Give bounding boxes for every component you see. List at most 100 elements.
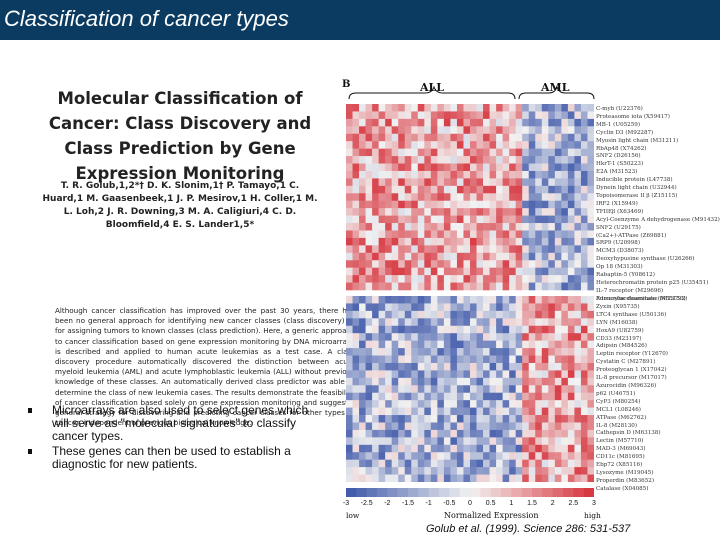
heatmap-cell <box>463 260 471 268</box>
heatmap-cell <box>554 392 562 401</box>
heatmap-cell <box>352 348 360 356</box>
heatmap-cell <box>463 118 471 127</box>
heatmap-cell <box>450 392 458 401</box>
heatmap-cell <box>372 148 379 157</box>
heatmap-cell <box>567 377 575 386</box>
heatmap-cell <box>535 377 543 386</box>
heatmap-cell <box>443 185 451 194</box>
heatmap-cell <box>483 362 490 371</box>
heatmap-cell <box>509 296 516 304</box>
heatmap-cell <box>359 377 366 386</box>
heatmap-cell <box>430 156 438 164</box>
heatmap-cell <box>417 422 425 431</box>
heatmap-cell <box>404 260 412 268</box>
heatmap-cell <box>580 237 588 246</box>
heatmap-cell <box>411 185 419 194</box>
heatmap-cell <box>476 156 484 164</box>
heatmap-cell <box>483 133 490 142</box>
heatmap-cell <box>502 230 510 239</box>
gene-label: IL-7 receptor (M29696) <box>596 287 664 294</box>
heatmap-cell <box>515 215 523 224</box>
heatmap-cell <box>561 185 569 194</box>
heatmap-cell <box>561 170 569 179</box>
heatmap-cell <box>541 170 549 179</box>
heatmap-cell <box>391 193 399 202</box>
heatmap-cell <box>424 126 432 135</box>
heatmap-cell <box>359 348 366 356</box>
heatmap-cell <box>424 104 432 112</box>
heatmap-cell <box>470 237 477 246</box>
heatmap-cell <box>372 303 379 312</box>
heatmap-cell <box>470 111 477 120</box>
heatmap-cell <box>502 452 510 460</box>
heatmap-cell <box>567 370 575 379</box>
heatmap-cell <box>587 275 594 283</box>
heatmap-cell <box>359 355 366 364</box>
heatmap-cell <box>483 377 490 386</box>
paper-title: Molecular Classification of Cancer: Clas… <box>48 89 312 183</box>
heatmap-cell <box>404 452 412 460</box>
figure-panel-label: B <box>342 79 351 90</box>
heatmap-cell <box>443 348 451 356</box>
heatmap-cell <box>450 252 458 261</box>
heatmap-cell <box>515 237 523 246</box>
heatmap-cell <box>359 282 366 291</box>
heatmap-cell <box>372 223 379 231</box>
heatmap-cell <box>470 474 477 482</box>
heatmap-cell <box>548 385 556 394</box>
heatmap-cell <box>554 104 562 112</box>
heatmap-cell <box>489 474 497 482</box>
heatmap-cell <box>567 422 575 431</box>
heatmap-cell <box>496 133 503 142</box>
heatmap-cell <box>476 459 484 468</box>
heatmap-cell <box>496 260 503 268</box>
colorbar-tick-label: 3 <box>592 500 596 507</box>
heatmap-cell <box>574 429 582 438</box>
heatmap-cell <box>424 385 432 394</box>
heatmap-cell <box>378 193 386 202</box>
heatmap-cell <box>391 333 399 341</box>
heatmap-cell <box>509 415 516 423</box>
heatmap-cell <box>417 118 425 127</box>
heatmap-cell <box>548 178 556 187</box>
heatmap-cell <box>502 185 510 194</box>
heatmap-cell <box>372 185 379 194</box>
heatmap-cell <box>470 267 477 276</box>
heatmap-cell <box>346 377 353 386</box>
heatmap-cell <box>346 429 353 438</box>
heatmap-cell <box>352 392 360 401</box>
heatmap-cell <box>515 178 523 187</box>
heatmap-cell <box>450 452 458 460</box>
heatmap-cell <box>587 126 594 135</box>
heatmap-cell <box>424 230 432 239</box>
heatmap-cell <box>398 474 406 482</box>
heatmap-cell <box>359 303 366 312</box>
heatmap-cell <box>391 340 399 349</box>
heatmap-cell <box>502 200 510 209</box>
heatmap-cell <box>509 104 516 112</box>
heatmap-cell <box>470 126 477 135</box>
heatmap-cell <box>417 340 425 349</box>
heatmap-cell <box>443 200 451 209</box>
heatmap-cell <box>535 126 543 135</box>
heatmap-cell <box>456 126 464 135</box>
heatmap-cell <box>391 385 399 394</box>
heatmap-cell <box>463 385 471 394</box>
heatmap-cell <box>483 275 490 283</box>
heatmap-cell <box>430 133 438 142</box>
heatmap-cell <box>561 118 569 127</box>
heatmap-cell <box>411 275 419 283</box>
heatmap-cell <box>365 141 373 149</box>
heatmap-cell <box>509 193 516 202</box>
heatmap-cell <box>476 407 484 416</box>
heatmap-cell <box>535 340 543 349</box>
heatmap-cell <box>378 170 386 179</box>
heatmap-cell <box>528 362 536 371</box>
heatmap-cell <box>476 133 484 142</box>
heatmap-cell <box>483 252 490 261</box>
heatmap-cell <box>554 178 562 187</box>
heatmap-cell <box>359 310 366 319</box>
heatmap-cell <box>535 415 543 423</box>
heatmap-cell <box>359 230 366 239</box>
heatmap-cell <box>515 310 523 319</box>
